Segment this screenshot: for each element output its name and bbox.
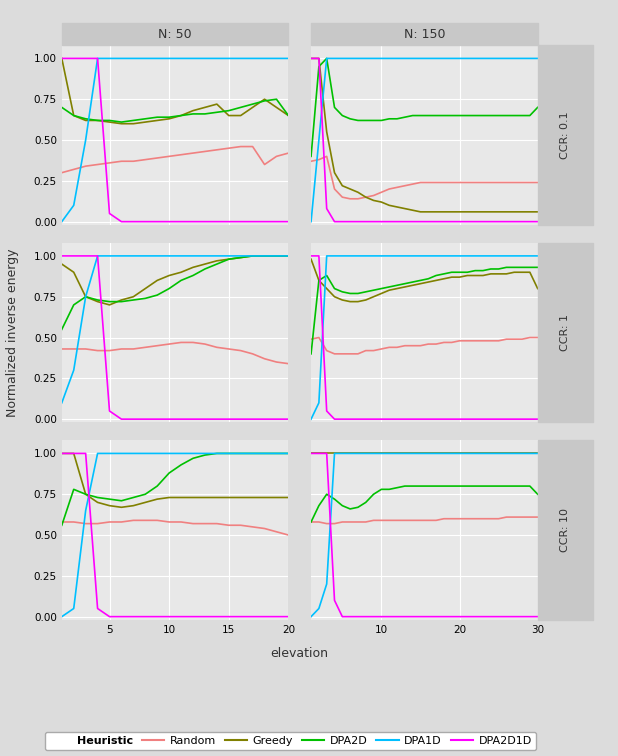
Text: elevation: elevation <box>271 647 329 661</box>
Text: N: 50: N: 50 <box>158 27 192 41</box>
Text: CCR: 1: CCR: 1 <box>561 314 570 351</box>
Text: CCR: 10: CCR: 10 <box>561 508 570 552</box>
Text: Normalized inverse energy: Normalized inverse energy <box>6 249 19 417</box>
Text: CCR: 0.1: CCR: 0.1 <box>561 111 570 159</box>
Text: N: 150: N: 150 <box>404 27 445 41</box>
Legend: Heuristic, Random, Greedy, DPA2D, DPA1D, DPA2D1D: Heuristic, Random, Greedy, DPA2D, DPA1D,… <box>44 732 536 751</box>
